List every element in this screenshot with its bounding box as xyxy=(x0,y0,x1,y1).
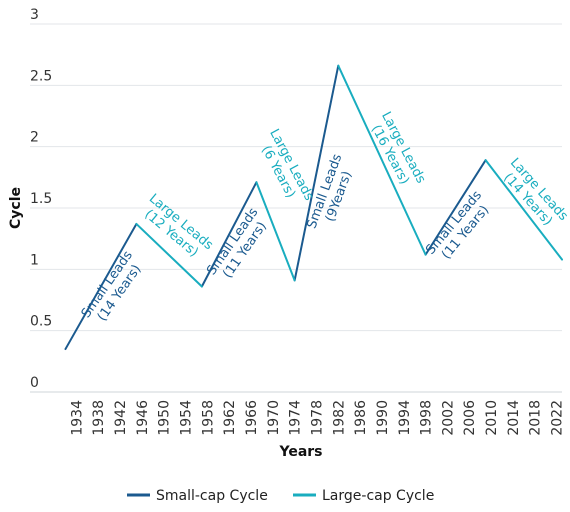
y-tick-label: 2.5 xyxy=(30,68,52,84)
x-tick-label: 2018 xyxy=(528,400,544,436)
y-tick-label: 1 xyxy=(30,252,39,268)
y-tick-label: 0.5 xyxy=(30,314,52,330)
x-tick-label: 2022 xyxy=(550,400,566,436)
annotation-large-leads: Large Leads(12 Years) xyxy=(136,191,216,265)
annotations: Small Leads(14 Years)Large Leads(12 Year… xyxy=(79,109,570,329)
x-tick-label: 1994 xyxy=(397,400,413,436)
y-axis-title: Cycle xyxy=(8,187,24,229)
x-tick-label: 1966 xyxy=(244,400,260,436)
x-tick-label: 1958 xyxy=(200,400,216,436)
x-tick-label: 1934 xyxy=(69,400,85,436)
legend: Small-cap Cycle Large-cap Cycle xyxy=(127,488,434,504)
x-tick-label: 1986 xyxy=(353,400,369,436)
legend-label-small-cap: Small-cap Cycle xyxy=(156,488,268,504)
y-tick-label: 2 xyxy=(30,130,39,146)
x-tick-label: 1942 xyxy=(113,400,129,436)
x-tick-label: 1998 xyxy=(419,400,435,436)
x-tick-label: 1990 xyxy=(375,400,391,436)
x-tick-label: 2010 xyxy=(484,400,500,436)
y-tick-label: 0 xyxy=(30,375,39,391)
series-line-large-cap xyxy=(484,159,563,261)
series-lines xyxy=(64,64,563,351)
x-axis-title: Years xyxy=(278,444,322,460)
x-tick-label: 2014 xyxy=(506,400,522,436)
annotation-large-leads: Large Leads(16 Years) xyxy=(365,109,429,193)
x-tick-label: 1970 xyxy=(266,400,282,436)
series-line-small-cap xyxy=(200,181,258,288)
x-tick-label: 1954 xyxy=(179,400,195,436)
x-tick-label: 1950 xyxy=(157,400,173,436)
x-tick-label: 1982 xyxy=(331,400,347,436)
annotation-small-leads: Small Leads(14 Years) xyxy=(79,248,149,329)
x-tick-label: 1962 xyxy=(222,400,238,436)
series-line-large-cap xyxy=(135,222,203,288)
x-tick-label: 1978 xyxy=(309,400,325,436)
x-axis-ticks: 1934 1938 1942 1946 1950 1954 1958 1962 1966 1970… xyxy=(69,400,565,436)
y-tick-label: 3 xyxy=(30,7,39,23)
x-tick-label: 2006 xyxy=(462,400,478,436)
y-axis-ticks: 0 0.5 1 1.5 2 2.5 3 xyxy=(30,7,52,391)
x-tick-label: 1974 xyxy=(288,400,304,436)
series-line-large-cap xyxy=(255,181,296,282)
series-line-small-cap xyxy=(64,222,138,351)
series-line-small-cap xyxy=(424,159,487,256)
y-tick-label: 1.5 xyxy=(30,191,52,207)
legend-label-large-cap: Large-cap Cycle xyxy=(322,488,434,504)
x-tick-label: 1946 xyxy=(135,400,151,436)
series-line-large-cap xyxy=(337,64,427,256)
series-line-small-cap xyxy=(293,64,340,282)
x-tick-label: 1938 xyxy=(91,400,107,436)
x-tick-label: 2002 xyxy=(440,400,456,436)
